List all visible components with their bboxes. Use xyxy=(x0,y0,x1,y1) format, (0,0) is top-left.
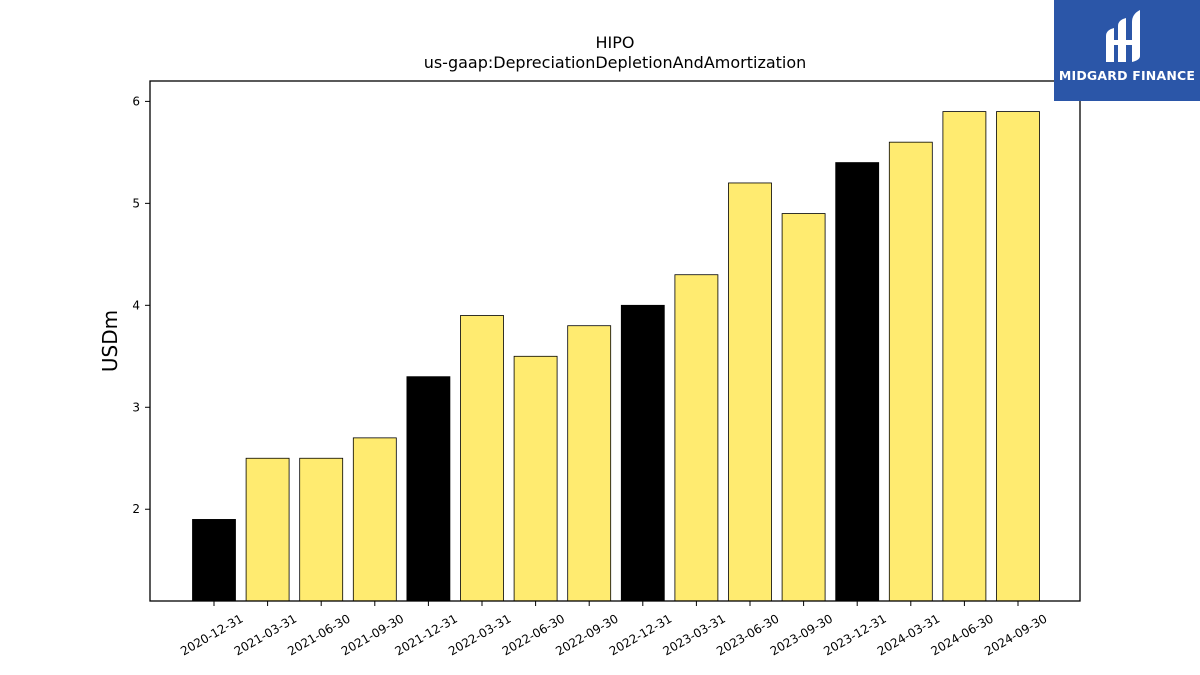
bar-2022-09-30 xyxy=(567,325,612,602)
bar-2021-03-31 xyxy=(245,457,290,602)
midgard-logo-icon xyxy=(1106,10,1140,62)
logo-text: MIDGARD FINANCE xyxy=(1058,68,1196,83)
plot-frame xyxy=(149,80,1081,602)
bar-2021-09-30 xyxy=(352,437,397,602)
bar-2020-12-31 xyxy=(192,519,236,602)
bar-2023-12-31 xyxy=(835,162,880,602)
y-tick-label: 2 xyxy=(132,502,140,516)
bar-2023-03-31 xyxy=(674,274,719,602)
x-axis: 2020-12-312021-03-312021-06-302021-09-30… xyxy=(178,601,1050,658)
chart-title: HIPO xyxy=(596,33,635,52)
chart-subtitle: us-gaap:DepreciationDepletionAndAmortiza… xyxy=(424,53,807,72)
bars-group xyxy=(192,111,1040,602)
y-axis: 2 3 4 5 6 xyxy=(132,94,150,516)
bar-2021-12-31 xyxy=(406,376,451,602)
bar-2023-06-30 xyxy=(728,182,772,602)
bar-2024-09-30 xyxy=(996,111,1040,602)
bar-2022-06-30 xyxy=(513,355,558,602)
y-tick-label: 4 xyxy=(132,298,140,312)
bar-2023-09-30 xyxy=(781,213,826,602)
bar-2024-06-30 xyxy=(942,111,987,602)
bar-2021-06-30 xyxy=(299,457,344,602)
bar-2022-03-31 xyxy=(460,315,504,602)
y-tick-label: 5 xyxy=(132,196,140,210)
bar-2024-03-31 xyxy=(888,141,933,602)
y-tick-label: 6 xyxy=(132,94,140,108)
y-axis-label: USDm xyxy=(98,310,122,372)
y-tick-label: 3 xyxy=(132,400,140,414)
midgard-finance-logo: MIDGARD FINANCE xyxy=(1054,0,1200,101)
bar-2022-12-31 xyxy=(620,304,665,602)
